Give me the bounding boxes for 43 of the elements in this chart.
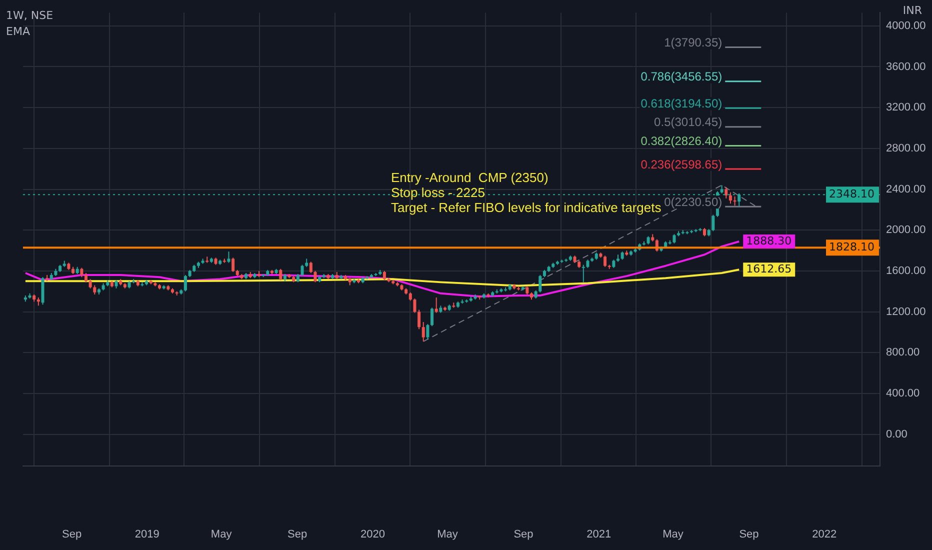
y-tick-label: 400.00 (886, 388, 920, 400)
y-tick-label: 2400.00 (886, 183, 926, 196)
x-tick-label: 2020 (360, 528, 385, 541)
candlestick (206, 256, 209, 263)
annotation: Entry -Around CMP (2350) (391, 170, 550, 185)
y-tick-label: 0.00 (886, 428, 908, 440)
ref-line-label: 0(2230.50) (664, 194, 722, 209)
y-tick-label: 2000.00 (886, 224, 926, 236)
x-tick-label: May (662, 528, 684, 541)
y-axis-title: INR (902, 4, 922, 17)
x-tick-label: 2021 (586, 528, 612, 541)
ref-line-label: 0.382(2826.40) (640, 134, 722, 148)
chart-title: 1W, NSE (6, 8, 54, 24)
x-tick-label: Sep (514, 528, 534, 541)
annotation: Target - Refer FIBO levels for indicative targets (391, 200, 662, 215)
ref-line-label: 0.618(3194.50) (640, 96, 722, 110)
x-tick-label: Sep (288, 528, 308, 541)
ref-line-label: 2348.10 (829, 187, 874, 200)
annotation: Stop loss - 2225 (391, 185, 486, 200)
y-tick-label: 4000.00 (886, 20, 926, 32)
y-tick-label: 2800.00 (886, 142, 926, 154)
x-tick-label: Sep (62, 528, 82, 541)
ref-line-label: 1828.10 (829, 240, 874, 254)
text: EMA (6, 24, 31, 40)
x-tick-label: May (437, 528, 458, 541)
ref-line-label: 0.5(3010.45) (654, 115, 722, 130)
data-label: 1612.65 (746, 262, 792, 276)
y-tick-label: 3200.00 (886, 102, 926, 114)
x-tick-label: May (210, 528, 232, 541)
x-tick-label: 2019 (134, 528, 160, 541)
y-tick-label: 800.00 (886, 346, 920, 359)
x-tick-label: Sep (739, 528, 759, 541)
y-tick-label: 3600.00 (886, 60, 926, 73)
ref-line-label: 1(3790.35) (664, 36, 722, 50)
candlestick (222, 258, 226, 263)
ref-line-label: 0.236(2598.65) (640, 157, 722, 172)
y-tick-label: 1600.00 (886, 264, 926, 277)
y-tick-label: 1200.00 (886, 306, 926, 318)
x-tick-label: 2022 (812, 528, 837, 541)
ref-line-label: 0.786(3456.55) (640, 70, 722, 84)
data-label: 1888.30 (746, 234, 792, 248)
candlestick (560, 260, 564, 263)
candlestick (140, 282, 144, 286)
